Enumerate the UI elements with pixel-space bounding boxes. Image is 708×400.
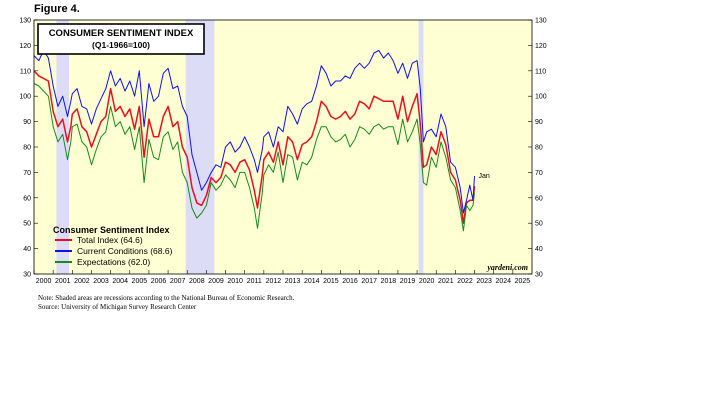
x-tick-label: 2006 (151, 278, 167, 285)
x-tick-label: 2020 (419, 278, 435, 285)
figure-label: Figure 4. (34, 3, 80, 15)
x-tick-label: 2011 (247, 278, 262, 285)
y-tick-label: 130 (535, 18, 547, 25)
x-tick-label: 2013 (285, 278, 301, 285)
x-tick-label: 2015 (323, 278, 339, 285)
plot-frame (33, 19, 533, 275)
y-axis-left: 30 40 50 60 70 80 90 100 110 120 130 (19, 18, 38, 279)
x-tick-label: 2016 (342, 278, 358, 285)
series-line (33, 70, 476, 224)
y-tick-label: 80 (535, 145, 543, 152)
x-tick-label: 2023 (476, 278, 492, 285)
chart-notes: Note: Shaded areas are recessions accord… (38, 294, 294, 312)
recession-band (185, 20, 215, 274)
x-tick-label: 2012 (266, 278, 282, 285)
x-tick-label: 2003 (93, 278, 109, 285)
consumer-sentiment-chart: 30 40 50 60 70 80 90 100 110 120 130 30 40 50 60 70 80 9… (19, 18, 547, 286)
x-tick-label: 2005 (132, 278, 148, 285)
legend-entry: Total Index (64.6) (77, 235, 143, 245)
y-tick-label: 40 (23, 246, 31, 253)
y-tick-label: 110 (535, 68, 546, 75)
chart-subtitle: (Q1-1966=100) (92, 40, 150, 50)
x-tick-label: 2024 (495, 278, 511, 285)
x-axis: 2000 2001 2002 2003 2004 2005 2006 2007 2008 2009… (33, 270, 531, 285)
y-tick-label: 120 (19, 43, 31, 50)
y-tick-label: 90 (535, 119, 543, 126)
note-recessions: Note: Shaded areas are recessions accord… (38, 294, 295, 302)
x-tick-label: 2009 (208, 278, 224, 285)
x-tick-label: 2021 (438, 278, 454, 285)
yardeni-watermark: yardeni.com (486, 263, 528, 272)
x-tick-label: 2001 (55, 278, 71, 285)
chart-title: CONSUMER SENTIMENT INDEX (49, 28, 194, 39)
x-tick-label: 2007 (170, 278, 186, 285)
y-tick-label: 30 (23, 272, 31, 279)
legend-title: Consumer Sentiment Index (53, 225, 170, 235)
series-line (33, 83, 475, 232)
recession-band (56, 20, 70, 274)
series-lines (33, 50, 476, 232)
y-tick-label: 30 (535, 272, 543, 279)
y-tick-label: 50 (535, 221, 543, 228)
title-box: CONSUMER SENTIMENT INDEX (Q1-1966=100) (37, 23, 205, 55)
y-tick-label: 100 (535, 94, 547, 101)
x-tick-label: 2010 (227, 278, 243, 285)
y-tick-label: 50 (23, 221, 31, 228)
y-tick-label: 120 (535, 43, 547, 50)
y-tick-label: 70 (23, 170, 31, 177)
x-tick-label: 2025 (515, 278, 531, 285)
y-axis-right: 30 40 50 60 70 80 90 100 110 120 130 (528, 18, 547, 279)
x-tick-label: 2022 (457, 278, 473, 285)
legend: Consumer Sentiment Index Total Index (64… (53, 225, 173, 267)
legend-entry: Expectations (62.0) (77, 257, 150, 267)
legend-entry: Current Conditions (68.6) (77, 246, 173, 256)
y-tick-label: 100 (19, 94, 31, 101)
y-tick-label: 40 (535, 246, 543, 253)
series-line (33, 50, 475, 214)
y-tick-label: 130 (19, 18, 31, 25)
x-tick-label: 2008 (189, 278, 205, 285)
y-tick-label: 110 (20, 68, 31, 75)
y-tick-label: 90 (23, 119, 31, 126)
x-tick-label: 2017 (361, 278, 377, 285)
x-tick-label: 2018 (381, 278, 397, 285)
x-tick-label: 2002 (74, 278, 90, 285)
y-tick-label: 80 (23, 145, 31, 152)
y-tick-label: 60 (23, 195, 31, 202)
jan-annotation: Jan (479, 173, 490, 180)
x-tick-label: 2004 (112, 278, 128, 285)
x-tick-label: 2014 (304, 278, 320, 285)
x-tick-label: 2019 (400, 278, 416, 285)
y-tick-label: 70 (535, 170, 543, 177)
x-tick-label: 2000 (36, 278, 52, 285)
note-source: Source: University of Michigan Survey Re… (38, 303, 197, 311)
y-tick-label: 60 (535, 195, 543, 202)
